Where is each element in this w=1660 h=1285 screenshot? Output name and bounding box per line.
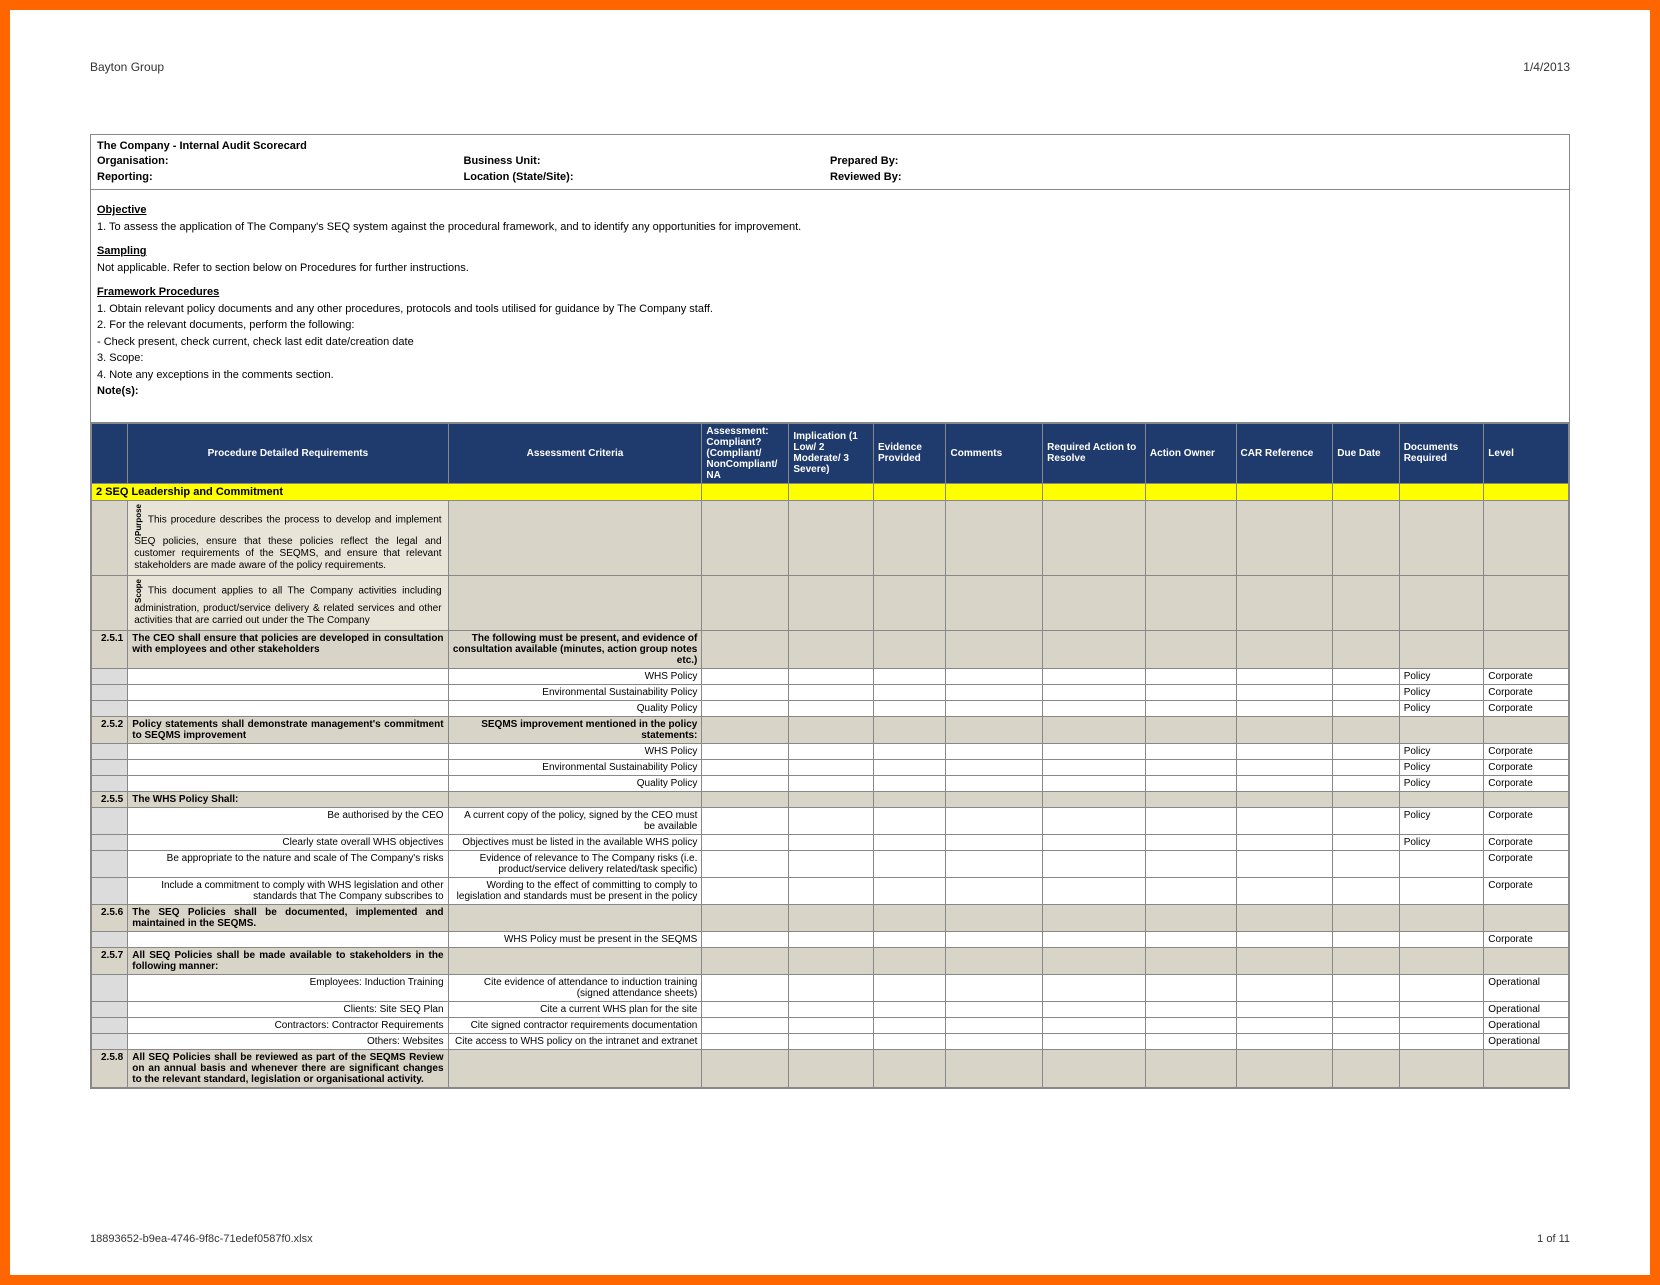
table-row: 2.5.6The SEQ Policies shall be documente… bbox=[92, 904, 1569, 931]
table-row: 2.5.7All SEQ Policies shall be made avai… bbox=[92, 947, 1569, 974]
col-header: Action Owner bbox=[1145, 423, 1236, 483]
col-header: Evidence Provided bbox=[873, 423, 946, 483]
objective-text: 1. To assess the application of The Comp… bbox=[97, 219, 1563, 236]
table-row: Employees: Induction TrainingCite eviden… bbox=[92, 974, 1569, 1001]
table-row: Clients: Site SEQ PlanCite a current WHS… bbox=[92, 1001, 1569, 1017]
purpose-row: PurposeThis procedure describes the proc… bbox=[92, 500, 1569, 575]
table-row: 2.5.2Policy statements shall demonstrate… bbox=[92, 716, 1569, 743]
footer-page: 1 of 11 bbox=[1537, 1233, 1570, 1245]
doc-title: The Company - Internal Audit Scorecard bbox=[97, 140, 307, 152]
label-rep: Reporting: bbox=[97, 171, 153, 183]
col-header bbox=[92, 423, 128, 483]
table-row: Be authorised by the CEOA current copy o… bbox=[92, 807, 1569, 834]
page-footer: 18893652-b9ea-4746-9f8c-71edef0587f0.xls… bbox=[90, 1233, 1570, 1245]
footer-filename: 18893652-b9ea-4746-9f8c-71edef0587f0.xls… bbox=[90, 1233, 313, 1245]
table-row: WHS Policy must be present in the SEQMSC… bbox=[92, 931, 1569, 947]
col-header: Implication (1 Low/ 2 Moderate/ 3 Severe… bbox=[789, 423, 874, 483]
table-row: Clearly state overall WHS objectivesObje… bbox=[92, 834, 1569, 850]
label-loc: Location (State/Site): bbox=[464, 171, 574, 183]
table-row: Quality PolicyPolicyCorporate bbox=[92, 700, 1569, 716]
table-row: Environmental Sustainability PolicyPolic… bbox=[92, 759, 1569, 775]
scope-row: ScopeThis document applies to all The Co… bbox=[92, 575, 1569, 630]
label-prep: Prepared By: bbox=[830, 155, 898, 167]
fw-line-4: 4. Note any exceptions in the comments s… bbox=[97, 367, 1563, 384]
table-header: Procedure Detailed RequirementsAssessmen… bbox=[92, 423, 1569, 483]
audit-table: Procedure Detailed RequirementsAssessmen… bbox=[91, 423, 1569, 1088]
sampling-heading: Sampling bbox=[97, 243, 1563, 260]
table-row: Others: WebsitesCite access to WHS polic… bbox=[92, 1033, 1569, 1049]
info-section: The Company - Internal Audit Scorecard O… bbox=[91, 135, 1569, 190]
objective-heading: Objective bbox=[97, 202, 1563, 219]
col-header: CAR Reference bbox=[1236, 423, 1333, 483]
content-box: The Company - Internal Audit Scorecard O… bbox=[90, 134, 1570, 1089]
label-rev: Reviewed By: bbox=[830, 171, 902, 183]
col-header: Assessment: Compliant? (Compliant/ NonCo… bbox=[702, 423, 789, 483]
page-header: Bayton Group 1/4/2013 bbox=[90, 60, 1570, 74]
table-row: Quality PolicyPolicyCorporate bbox=[92, 775, 1569, 791]
sampling-text: Not applicable. Refer to section below o… bbox=[97, 260, 1563, 277]
table-row: 2.5.5The WHS Policy Shall: bbox=[92, 791, 1569, 807]
table-row: Environmental Sustainability PolicyPolic… bbox=[92, 684, 1569, 700]
table-row: 2.5.8All SEQ Policies shall be reviewed … bbox=[92, 1049, 1569, 1087]
table-row: WHS PolicyPolicyCorporate bbox=[92, 743, 1569, 759]
table-row: Contractors: Contractor RequirementsCite… bbox=[92, 1017, 1569, 1033]
col-header: Procedure Detailed Requirements bbox=[128, 423, 448, 483]
framework-heading: Framework Procedures bbox=[97, 284, 1563, 301]
fw-line-2a: - Check present, check current, check la… bbox=[97, 334, 1563, 351]
table-row: Be appropriate to the nature and scale o… bbox=[92, 850, 1569, 877]
col-header: Due Date bbox=[1333, 423, 1399, 483]
narrative: Objective 1. To assess the application o… bbox=[91, 190, 1569, 423]
col-header: Comments bbox=[946, 423, 1043, 483]
fw-line-3: 3. Scope: bbox=[97, 350, 1563, 367]
label-org: Organisation: bbox=[97, 155, 169, 167]
col-header: Assessment Criteria bbox=[448, 423, 702, 483]
notes-label: Note(s): bbox=[97, 385, 139, 397]
section-row: 2 SEQ Leadership and Commitment bbox=[92, 483, 1569, 500]
header-company: Bayton Group bbox=[90, 60, 164, 74]
col-header: Documents Required bbox=[1399, 423, 1484, 483]
col-header: Required Action to Resolve bbox=[1043, 423, 1146, 483]
col-header: Level bbox=[1484, 423, 1569, 483]
fw-line-2: 2. For the relevant documents, perform t… bbox=[97, 317, 1563, 334]
table-row: 2.5.1The CEO shall ensure that policies … bbox=[92, 630, 1569, 668]
header-date: 1/4/2013 bbox=[1523, 60, 1570, 74]
table-row: WHS PolicyPolicyCorporate bbox=[92, 668, 1569, 684]
fw-line-1: 1. Obtain relevant policy documents and … bbox=[97, 301, 1563, 318]
table-row: Include a commitment to comply with WHS … bbox=[92, 877, 1569, 904]
label-bu: Business Unit: bbox=[464, 155, 541, 167]
